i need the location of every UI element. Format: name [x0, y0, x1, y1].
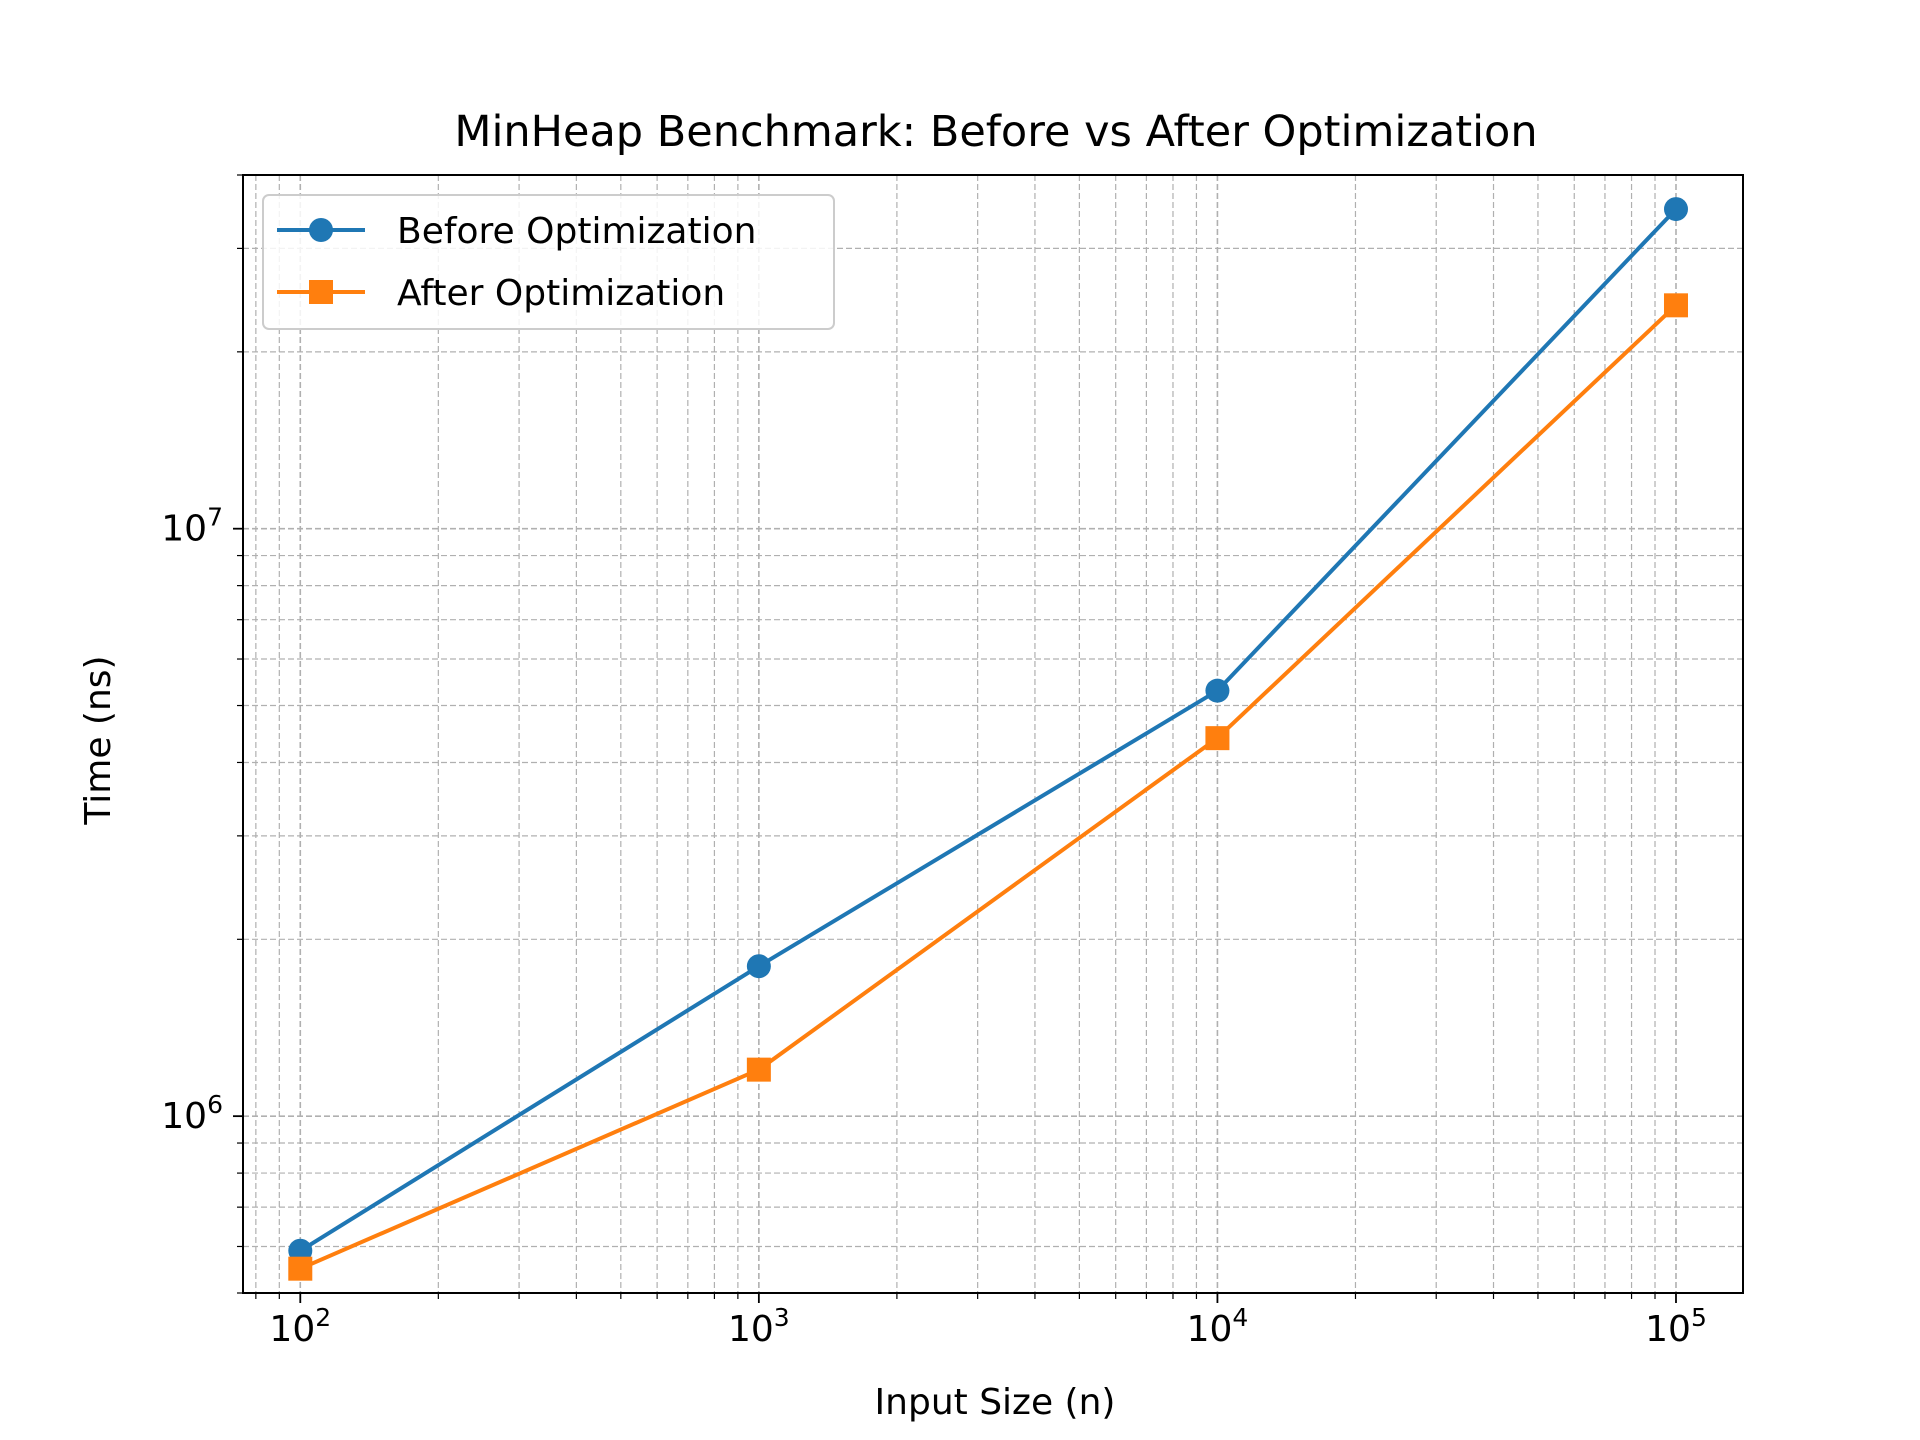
- series-2: [288, 293, 1688, 1281]
- plot-frame: [242, 174, 1744, 1294]
- x-axis-label: Input Size (n): [875, 1382, 1116, 1423]
- x-tick-label: 102: [269, 1303, 331, 1350]
- data-point: [746, 954, 771, 979]
- x-tick-label: 103: [728, 1303, 790, 1350]
- x-tick-label: 104: [1187, 1303, 1249, 1350]
- data-point: [1663, 293, 1688, 318]
- legend-label: Before Optimization: [397, 211, 756, 252]
- chart-title: MinHeap Benchmark: Before vs After Optim…: [454, 107, 1537, 157]
- y-axis-label: Time (ns): [78, 655, 119, 825]
- data-point: [1205, 726, 1230, 751]
- legend-box: [262, 194, 835, 330]
- y-tick-label: 106: [161, 1090, 223, 1137]
- series-line: [299, 303, 1678, 1271]
- data-point: [746, 1057, 771, 1082]
- legend-label: After Optimization: [397, 273, 725, 314]
- axis-ticks: 102 103 104 105 106 107: [161, 174, 1707, 1350]
- y-tick-label: 107: [161, 503, 223, 550]
- legend-marker: [309, 280, 333, 304]
- legend-marker: [309, 218, 333, 242]
- x-tick-label: 105: [1645, 1303, 1707, 1350]
- legend: Before Optimization After Optimization: [262, 194, 835, 330]
- data-point: [1205, 678, 1230, 703]
- series-layer: [288, 197, 1688, 1281]
- data-point: [288, 1256, 313, 1281]
- series-line: [299, 207, 1678, 1253]
- series-1: [288, 197, 1688, 1263]
- legend-item: Before Optimization: [277, 211, 756, 252]
- legend-item: After Optimization: [277, 273, 725, 314]
- data-point: [1663, 197, 1688, 222]
